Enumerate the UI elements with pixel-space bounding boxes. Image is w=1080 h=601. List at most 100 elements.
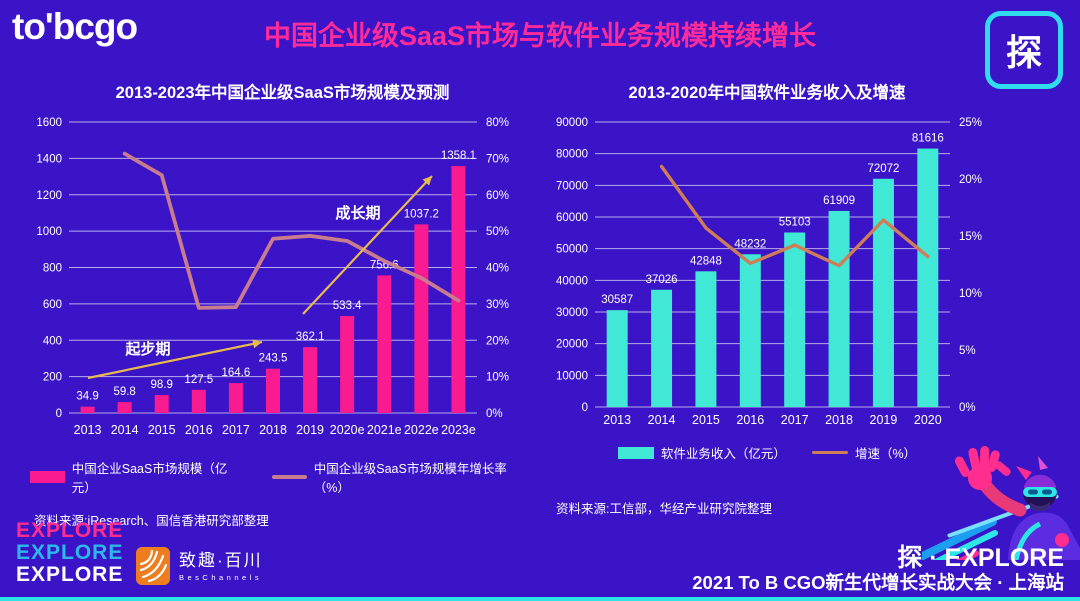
- svg-text:2015: 2015: [148, 423, 176, 437]
- svg-text:40%: 40%: [486, 263, 509, 275]
- svg-text:72072: 72072: [867, 163, 899, 175]
- line-legend-label: 中国企业级SaaS市场规模年增长率（%）: [313, 462, 507, 495]
- legend-item-bar: 软件业务收入（亿元）: [617, 443, 786, 462]
- svg-text:30%: 30%: [486, 299, 509, 311]
- bar-legend-swatch: [617, 446, 654, 459]
- svg-text:0%: 0%: [959, 402, 976, 414]
- svg-text:10000: 10000: [556, 370, 588, 382]
- page-title: 中国企业级SaaS市场与软件业务规模持续增长: [263, 21, 817, 51]
- chart-title-saas: 2013-2023年中国企业级SaaS市场规模及预测: [115, 84, 450, 102]
- svg-text:60%: 60%: [486, 190, 509, 202]
- partner-logo: 致趣·百川 BesChannels: [136, 547, 263, 585]
- bar-legend-label: 软件业务收入（亿元）: [660, 447, 786, 461]
- svg-text:20%: 20%: [959, 174, 982, 186]
- svg-text:0: 0: [582, 402, 588, 414]
- svg-text:362.1: 362.1: [296, 331, 325, 343]
- svg-text:1400: 1400: [36, 153, 62, 165]
- svg-text:2022e: 2022e: [404, 423, 439, 437]
- chart-title-software: 2013-2020年中国软件业务收入及增速: [628, 84, 906, 102]
- svg-text:50000: 50000: [556, 244, 588, 256]
- svg-text:50%: 50%: [486, 226, 509, 238]
- partner-names: 致趣·百川 BesChannels: [179, 551, 263, 582]
- svg-text:2020e: 2020e: [330, 423, 365, 437]
- svg-text:127.5: 127.5: [184, 374, 213, 386]
- svg-text:98.9: 98.9: [151, 379, 173, 391]
- svg-text:2015: 2015: [692, 413, 720, 427]
- svg-text:10%: 10%: [959, 288, 982, 300]
- event-footer: 探 · EXPLORE 2021 To B CGO新生代增长实战大会 · 上海站: [692, 545, 1064, 594]
- svg-text:37026: 37026: [646, 274, 678, 286]
- svg-text:80%: 80%: [486, 117, 509, 129]
- svg-text:2019: 2019: [870, 413, 898, 427]
- legend-item-bar: 中国企业SaaS市场规模（亿元）: [30, 458, 246, 496]
- software-revenue-combo-chart: 0 10000 20000 30000 40000 50000 60000 70000 8000…: [556, 117, 982, 427]
- svg-text:1358.1: 1358.1: [441, 150, 476, 162]
- svg-text:70000: 70000: [556, 180, 588, 192]
- beschannels-logo-icon: [136, 547, 170, 585]
- svg-text:2014: 2014: [111, 423, 139, 437]
- source-note-software: 资料来源:工信部，华经产业研究院整理: [556, 502, 772, 516]
- svg-text:40000: 40000: [556, 275, 588, 287]
- explore-wordmark: EXPLORE EXPLORE EXPLORE: [16, 520, 123, 586]
- svg-text:20%: 20%: [486, 335, 509, 347]
- svg-text:164.6: 164.6: [222, 367, 251, 379]
- bottom-accent-bar: [0, 597, 1080, 601]
- explore-line-pink: EXPLORE: [16, 519, 124, 542]
- svg-text:0: 0: [56, 408, 62, 420]
- software-chart-legend: 软件业务收入（亿元） 增速（%）: [552, 443, 982, 462]
- saas-market-combo-chart: 0 200 400 600 800 1000 1200 1400 1600 0% 10% 20% 30%…: [36, 117, 509, 437]
- svg-text:60000: 60000: [556, 212, 588, 224]
- svg-text:2017: 2017: [222, 423, 250, 437]
- svg-text:55103: 55103: [779, 217, 811, 229]
- svg-text:800: 800: [43, 263, 62, 275]
- line-legend-swatch: [272, 475, 307, 479]
- explore-badge: 探: [985, 11, 1063, 89]
- bar-legend-label: 中国企业SaaS市场规模（亿元）: [71, 462, 228, 495]
- raised-hand: [954, 446, 1011, 490]
- svg-text:2016: 2016: [185, 423, 213, 437]
- svg-text:1600: 1600: [36, 117, 62, 129]
- partner-name-cn: 致趣·百川: [179, 550, 263, 570]
- svg-text:2021e: 2021e: [367, 423, 402, 437]
- light-beams-decoration: [922, 517, 998, 560]
- partner-name-en: BesChannels: [179, 572, 263, 582]
- svg-text:2013: 2013: [603, 413, 631, 427]
- svg-text:30000: 30000: [556, 307, 588, 319]
- svg-text:5%: 5%: [959, 345, 976, 357]
- legend-item-line: 增速（%）: [811, 443, 917, 462]
- source-note-saas: 资料来源:iResearch、国信香港研究部整理: [34, 514, 269, 528]
- bar-legend-swatch: [30, 471, 65, 483]
- svg-text:81616: 81616: [912, 133, 944, 145]
- svg-text:2018: 2018: [825, 413, 853, 427]
- svg-text:70%: 70%: [486, 153, 509, 165]
- svg-text:42848: 42848: [690, 255, 722, 267]
- svg-text:400: 400: [43, 335, 62, 347]
- explore-line-white: EXPLORE: [16, 563, 124, 586]
- svg-text:1200: 1200: [36, 190, 62, 202]
- svg-text:200: 200: [43, 372, 62, 384]
- saas-chart-panel: 2013-2023年中国企业级SaaS市场规模及预测 0 200 400 600 800…: [30, 82, 535, 529]
- legend-item-line: 中国企业级SaaS市场规模年增长率（%）: [272, 458, 535, 496]
- brand-logo: to'bcgo: [12, 6, 138, 47]
- svg-text:25%: 25%: [959, 117, 982, 129]
- svg-text:起步期: 起步期: [124, 340, 170, 358]
- svg-text:2023e: 2023e: [441, 423, 476, 437]
- svg-text:533.4: 533.4: [333, 300, 362, 312]
- svg-text:2020: 2020: [914, 413, 942, 427]
- svg-text:1037.2: 1037.2: [404, 208, 439, 220]
- svg-text:243.5: 243.5: [259, 353, 288, 365]
- svg-text:成长期: 成长期: [335, 204, 380, 222]
- svg-text:30587: 30587: [601, 294, 633, 306]
- explore-line-cyan: EXPLORE: [16, 541, 124, 564]
- svg-text:2016: 2016: [736, 413, 764, 427]
- svg-text:20000: 20000: [556, 339, 588, 351]
- svg-text:34.9: 34.9: [76, 391, 98, 403]
- svg-text:59.8: 59.8: [113, 386, 135, 398]
- mascot-illustration: [922, 446, 1080, 560]
- event-title: 探 · EXPLORE: [897, 544, 1064, 572]
- svg-text:10%: 10%: [486, 372, 509, 384]
- svg-text:15%: 15%: [959, 231, 982, 243]
- svg-text:2013: 2013: [74, 423, 102, 437]
- svg-text:1000: 1000: [36, 226, 62, 238]
- line-legend-label: 增速（%）: [854, 447, 917, 461]
